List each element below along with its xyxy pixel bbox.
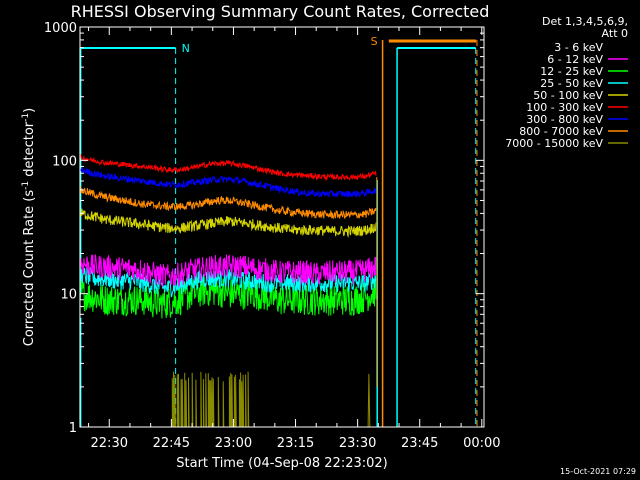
x-tick-label: 23:15 [277, 436, 314, 451]
legend-entry-label: 6 - 12 keV [547, 53, 603, 66]
series-line-25-50kev [79, 266, 377, 298]
legend-entry-label: 7000 - 15000 keV [505, 137, 603, 150]
legend-entry-label: 100 - 300 keV [526, 101, 603, 114]
y-axis-label-part3: ) [22, 108, 37, 113]
y-axis-label-sup1: -1 [21, 181, 31, 190]
x-axis: 22:30 22:45 23:00 23:15 23:30 23:45 00:00 [88, 27, 501, 451]
saa-marker-label: S [371, 35, 378, 48]
legend-header-line1: Det 1,3,4,5,6,9, [542, 15, 628, 28]
y-axis: 1 10 100 1000 [44, 21, 484, 436]
x-tick-label: 22:45 [153, 436, 190, 451]
x-tick-label: 23:45 [401, 436, 438, 451]
legend-entry-label: 12 - 25 keV [540, 65, 603, 78]
plot-frame [79, 26, 485, 428]
legend-header-line2: Att 0 [602, 27, 628, 40]
series-line-6-12kev [79, 254, 377, 288]
legend-entry-label: 300 - 800 keV [526, 113, 603, 126]
legend-entry-label: 50 - 100 keV [533, 89, 603, 102]
y-axis-label-sup2: -1 [21, 113, 31, 122]
y-tick-label: 1000 [44, 21, 77, 36]
night-marker-label: N [182, 42, 190, 55]
chart-title: RHESSI Observing Summary Count Rates, Co… [71, 2, 490, 21]
series-line-300-800kev [79, 167, 377, 198]
series-line-100-300kev [79, 153, 377, 182]
y-tick-label: 10 [60, 288, 77, 303]
x-axis-label: Start Time (04-Sep-08 22:23:02) [176, 456, 387, 471]
footer-timestamp: 15-Oct-2021 07:29 [560, 467, 636, 476]
x-tick-label: 23:00 [215, 436, 252, 451]
legend-entry-label: 800 - 7000 keV [519, 125, 603, 138]
y-tick-label: 1 [69, 421, 77, 436]
y-axis-label-part1: Corrected Count Rate (s [22, 190, 37, 347]
series-line-50-100kev [79, 208, 377, 239]
x-tick-label: 22:30 [91, 436, 128, 451]
y-axis-label: Corrected Count Rate (s-1 detector-1) [21, 108, 37, 346]
x-tick-label: 23:30 [339, 436, 376, 451]
x-tick-label: 00:00 [463, 436, 500, 451]
y-axis-label-part2: detector [22, 121, 37, 181]
y-tick-label: 100 [52, 154, 77, 169]
legend-entry-label: 3 - 6 keV [554, 41, 603, 54]
legend-entry-label: 25 - 50 keV [540, 77, 603, 90]
series-line-800-7000kev [79, 185, 377, 220]
